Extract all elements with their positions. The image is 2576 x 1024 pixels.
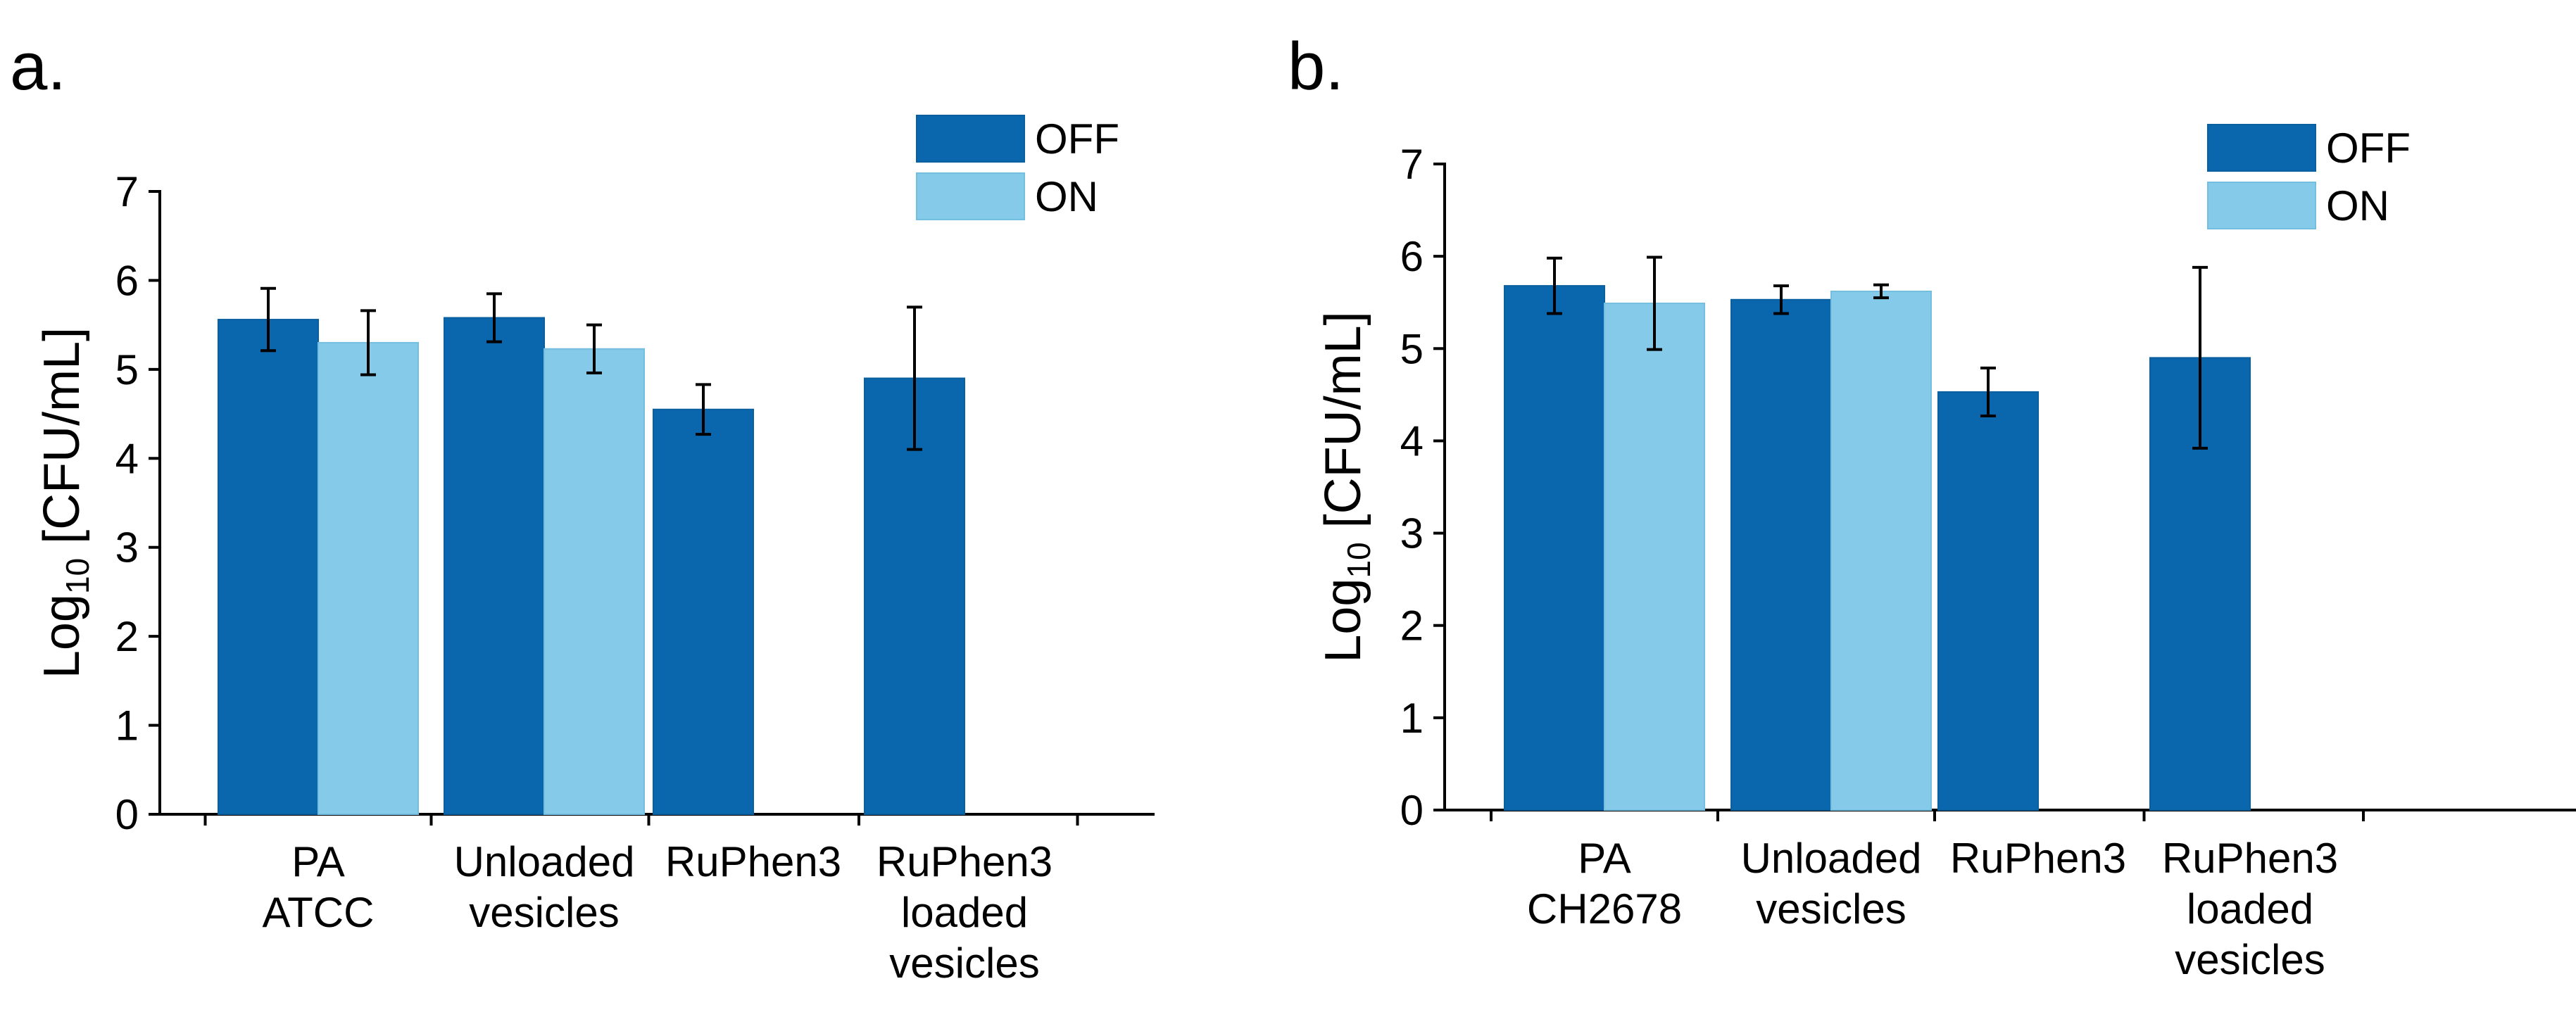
panel-label: a. <box>10 29 67 104</box>
y-axis-label: Log10 [CFU/mL] <box>34 327 96 678</box>
y-axis-label-unit: [CFU/mL] <box>1315 311 1371 542</box>
x-category-label-line: vesicles <box>889 940 1039 987</box>
panel-label: b. <box>1288 29 1345 104</box>
bar-off <box>1504 285 1605 811</box>
chart-panel-b: b. 0 1 2 3 4 5 6 7 PA CH2678 Unloaded vesicles RuPhe… <box>1288 0 2576 1024</box>
bar-off <box>1730 298 1832 811</box>
legend-label-off: OFF <box>2326 125 2411 172</box>
x-category-label: PA CH2678 <box>1527 835 1682 933</box>
y-tick-label: 0 <box>1400 787 1424 834</box>
legend-swatch-off <box>2207 124 2316 172</box>
x-category-label: PA ATCC <box>263 838 375 936</box>
x-category-label-line: vesicles <box>2175 936 2325 983</box>
x-category-label: RuPhen3 loaded vesicles <box>877 838 1053 987</box>
legend-swatch-on <box>2207 182 2316 229</box>
legend-swatch-off <box>916 115 1025 163</box>
y-tick-label: 4 <box>1400 417 1424 464</box>
bar-off <box>864 377 965 815</box>
y-tick-label: 3 <box>115 524 139 571</box>
bar-off <box>1937 391 2039 811</box>
y-axis-label-subscript: 10 <box>1340 542 1377 578</box>
x-category-label-line: RuPhen3 <box>665 838 841 885</box>
y-tick-label: 7 <box>1400 141 1424 188</box>
bar-on <box>318 341 419 815</box>
bar-off <box>653 408 754 815</box>
x-category-label-line: PA <box>291 838 345 885</box>
chart-panel-a: a. 0 1 2 3 4 5 6 7 PA ATCC Unloaded vesicles RuPhen3… <box>10 29 1155 987</box>
x-category-label-line: CH2678 <box>1527 885 1682 933</box>
x-category-label-line: PA <box>1578 835 1631 882</box>
legend-label-on: ON <box>2326 182 2389 229</box>
bar-off <box>218 319 319 815</box>
bar-off <box>444 317 545 815</box>
y-axis-label: Log10 [CFU/mL] <box>1315 311 1377 662</box>
x-category-label-line: loaded <box>901 889 1028 936</box>
y-axis-label-unit: [CFU/mL] <box>34 327 90 558</box>
x-category-label-line: ATCC <box>263 889 375 936</box>
bar-on <box>1830 290 1932 811</box>
y-axis-label-main: Log <box>34 594 90 678</box>
x-category-label-line: Unloaded <box>1741 835 1922 882</box>
y-tick-label: 2 <box>1400 602 1424 650</box>
y-tick-label: 5 <box>115 346 139 393</box>
x-category-label: Unloaded vesicles <box>1741 835 1922 933</box>
y-tick-label: 0 <box>115 791 139 838</box>
x-category-label: RuPhen3 <box>665 838 841 885</box>
y-tick-label: 4 <box>115 435 139 482</box>
y-tick-label: 5 <box>1400 325 1424 372</box>
x-category-label-line: RuPhen3 <box>2162 835 2338 882</box>
x-category-label-line: RuPhen3 <box>1950 835 2126 882</box>
y-axis-label-subscript: 10 <box>59 558 96 594</box>
x-category-label-line: Unloaded <box>454 838 635 885</box>
x-category-label: RuPhen3 <box>1950 835 2126 882</box>
x-category-label-line: vesicles <box>1756 885 1906 933</box>
bar-on <box>544 348 645 815</box>
x-category-label: Unloaded vesicles <box>454 838 635 936</box>
x-category-label-line: RuPhen3 <box>877 838 1053 885</box>
y-tick-label: 2 <box>115 613 139 660</box>
y-tick-label: 1 <box>115 702 139 750</box>
y-tick-label: 7 <box>115 168 139 215</box>
legend-label-off: OFF <box>1035 115 1119 163</box>
x-category-label: RuPhen3 loaded vesicles <box>2162 835 2338 983</box>
y-tick-label: 1 <box>1400 695 1424 742</box>
y-tick-label: 6 <box>1400 233 1424 280</box>
legend-swatch-on <box>916 172 1025 220</box>
x-category-label-line: loaded <box>2187 885 2313 933</box>
y-tick-label: 3 <box>1400 510 1424 557</box>
x-category-label-line: vesicles <box>469 889 619 936</box>
y-axis-label-main: Log <box>1315 579 1371 663</box>
bar-on <box>1604 303 1705 811</box>
legend-label-on: ON <box>1035 173 1098 220</box>
y-tick-label: 6 <box>115 257 139 304</box>
